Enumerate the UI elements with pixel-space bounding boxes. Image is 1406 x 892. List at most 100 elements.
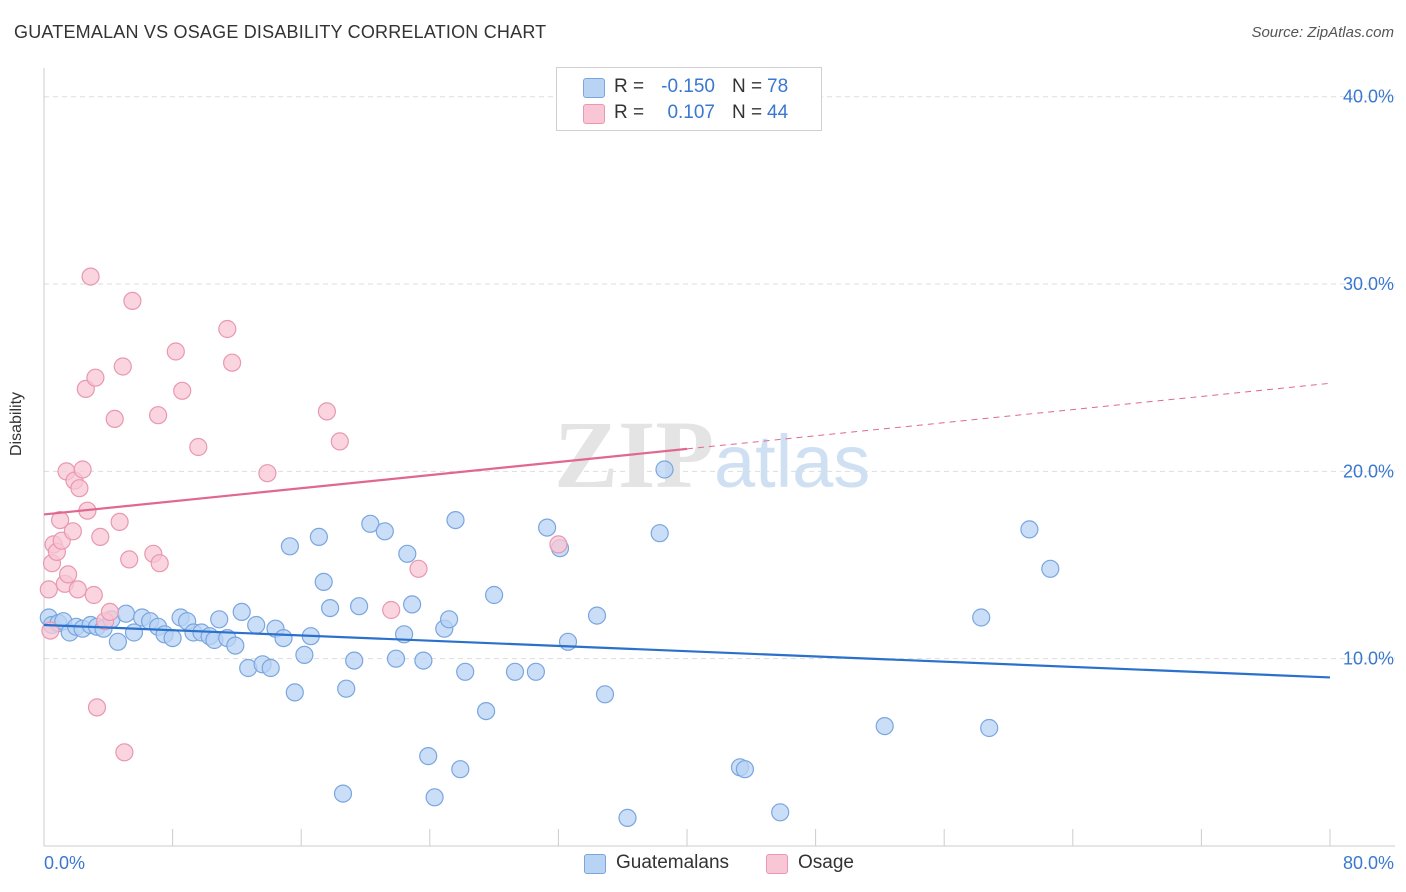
series-name: Guatemalans <box>616 852 730 873</box>
legend-swatch-blue <box>583 78 605 98</box>
point-osage <box>84 585 103 605</box>
point-guatemalans <box>477 701 496 721</box>
point-guatemalans <box>558 632 578 651</box>
y-axis-title: Disability <box>8 391 25 456</box>
point-osage <box>63 522 83 541</box>
x-tick-label: 0.0% <box>44 853 85 873</box>
y-tick-label: 30.0% <box>1343 274 1394 294</box>
point-guatemalans <box>440 610 459 629</box>
point-osage <box>218 319 237 339</box>
point-guatemalans <box>419 746 438 766</box>
point-guatemalans <box>314 572 333 592</box>
point-guatemalans <box>425 788 444 807</box>
y-tick-label: 20.0% <box>1343 461 1394 481</box>
point-guatemalans <box>403 595 422 614</box>
point-guatemalans <box>587 606 607 625</box>
y-tick-label: 40.0% <box>1343 87 1394 107</box>
legend-swatch-pink <box>583 104 605 124</box>
point-osage <box>86 368 105 387</box>
watermark-atlas: atlas <box>714 420 870 503</box>
point-guatemalans <box>280 537 299 556</box>
point-osage <box>120 550 139 569</box>
point-guatemalans <box>124 623 144 642</box>
point-guatemalans <box>350 597 369 616</box>
point-guatemalans <box>274 628 293 648</box>
point-guatemalans <box>210 610 229 629</box>
point-guatemalans <box>247 615 266 635</box>
legend-r-value: -0.150 <box>661 76 715 97</box>
point-osage <box>123 291 142 310</box>
correlation-legend: R = -0.150 N = 78 R = 0.107 N = 44 <box>556 67 822 131</box>
grid-lines <box>44 96 1395 660</box>
point-guatemalans <box>163 628 182 648</box>
legend-row-guatemalans: R = -0.150 N = 78 <box>557 76 821 100</box>
point-guatemalans <box>735 760 755 779</box>
point-guatemalans <box>285 683 304 702</box>
point-osage <box>68 580 87 599</box>
legend-n-value: 78 <box>767 76 789 97</box>
series-name: Osage <box>798 852 854 873</box>
point-guatemalans <box>345 651 364 670</box>
point-guatemalans <box>526 662 546 681</box>
point-osage <box>58 565 78 584</box>
point-guatemalans <box>1041 559 1060 578</box>
point-guatemalans <box>595 685 615 704</box>
point-osage <box>150 554 169 573</box>
point-guatemalans <box>980 718 999 738</box>
point-osage <box>50 510 70 530</box>
chart-title: GUATEMALAN VS OSAGE DISABILITY CORRELATI… <box>14 22 547 42</box>
point-guatemalans <box>456 662 475 681</box>
point-guatemalans <box>875 716 894 736</box>
point-osage <box>87 698 107 717</box>
point-guatemalans <box>505 662 525 681</box>
point-guatemalans <box>655 460 674 479</box>
legend-r-label: R = <box>614 76 645 97</box>
point-osage <box>223 353 242 372</box>
point-guatemalans <box>537 518 557 537</box>
legend-n-value: 44 <box>767 102 789 123</box>
point-guatemalans <box>321 598 340 618</box>
point-guatemalans <box>226 636 245 655</box>
point-osage <box>81 267 100 286</box>
point-guatemalans <box>771 803 790 822</box>
x-tick-labels: 0.0% 80.0% <box>44 853 1394 873</box>
point-guatemalans <box>337 679 356 698</box>
point-osage <box>317 402 336 421</box>
point-osage <box>149 406 168 425</box>
point-osage <box>73 460 92 479</box>
point-guatemalans <box>375 522 394 541</box>
y-tick-label: 10.0% <box>1343 649 1394 669</box>
point-guatemalans <box>650 524 669 543</box>
trend-line-guatemalans <box>43 623 1331 679</box>
point-guatemalans <box>108 632 128 651</box>
point-osage <box>173 381 192 400</box>
series-swatch-blue <box>584 854 606 874</box>
point-guatemalans <box>398 544 417 563</box>
point-guatemalans <box>361 514 380 533</box>
legend-r-label: R = <box>614 102 645 123</box>
source-credit: Source: ZipAtlas.com <box>1251 24 1394 41</box>
point-osage <box>166 342 185 361</box>
point-osage <box>110 512 129 532</box>
x-tick-label: 80.0% <box>1343 853 1394 873</box>
point-osage <box>258 464 277 483</box>
point-osage <box>70 479 89 498</box>
legend-n-label: N = <box>732 102 763 123</box>
point-guatemalans <box>261 658 280 678</box>
point-osage <box>330 432 349 451</box>
point-guatemalans <box>116 604 136 623</box>
point-osage <box>91 527 110 547</box>
legend-n-label: N = <box>732 76 763 97</box>
point-osage <box>115 743 134 762</box>
point-osage <box>39 580 58 599</box>
trend-lines <box>43 382 1331 679</box>
point-osage <box>113 357 132 376</box>
series-swatch-pink <box>766 854 788 874</box>
point-guatemalans <box>333 784 353 803</box>
point-guatemalans <box>1020 520 1039 539</box>
point-guatemalans <box>451 760 470 779</box>
y-tick-labels: 10.0% 20.0% 30.0% 40.0% <box>1343 87 1394 669</box>
point-osage <box>382 600 401 620</box>
data-points <box>39 267 1060 828</box>
